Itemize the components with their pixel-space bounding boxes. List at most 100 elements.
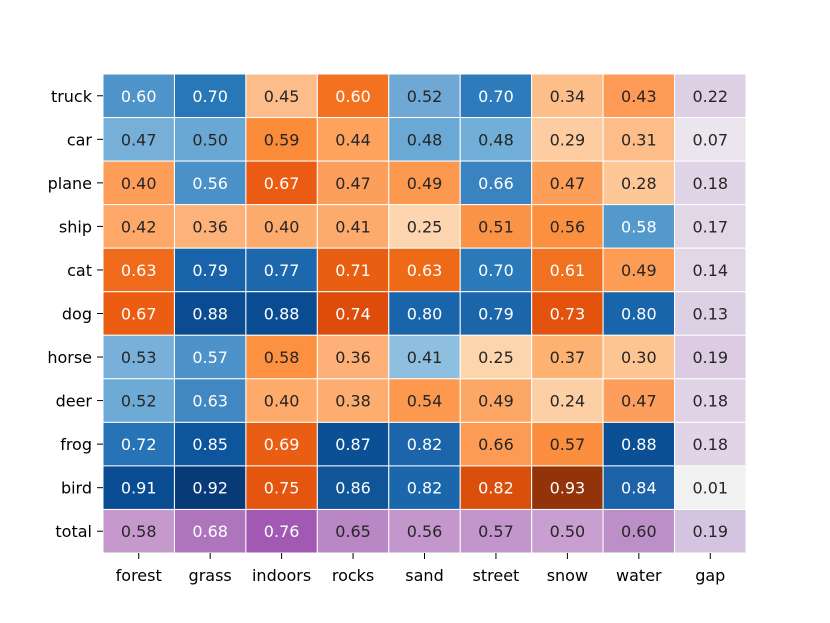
cell-value-label: 0.40 — [264, 217, 300, 236]
cell-value-label: 0.48 — [478, 130, 514, 149]
cell-value-label: 0.51 — [478, 217, 514, 236]
cell-value-label: 0.79 — [478, 305, 514, 324]
cell-value-label: 0.47 — [621, 392, 657, 411]
cell-value-label: 0.54 — [407, 392, 443, 411]
heatmap-cell-frog-sand — [388, 421, 461, 467]
cell-value-label: 0.57 — [550, 435, 586, 454]
heatmap-cell-ship-grass — [173, 204, 247, 249]
cell-value-label: 0.47 — [121, 130, 157, 149]
heatmap-cell-deer-snow — [531, 378, 604, 423]
cell-value-label: 0.82 — [407, 479, 443, 498]
heatmap-cell-bird-rocks — [316, 465, 390, 510]
cell-value-label: 0.48 — [407, 130, 443, 149]
heatmap-cells — [102, 73, 747, 554]
cell-value-label: 0.25 — [407, 217, 443, 236]
cell-value-label: 0.14 — [692, 261, 728, 280]
heatmap-cell-cat-street — [459, 247, 533, 293]
cell-value-label: 0.56 — [550, 217, 586, 236]
y-tick-label: deer — [56, 392, 93, 411]
heatmap-cell-cat-rocks — [316, 247, 390, 293]
heatmap-cell-truck-street — [459, 73, 533, 119]
heatmap-cell-plane-sand — [388, 160, 461, 206]
cell-value-label: 0.80 — [621, 305, 657, 324]
cell-value-label: 0.75 — [264, 479, 300, 498]
heatmap-cell-bird-gap — [674, 465, 747, 510]
x-tick-label: sand — [405, 566, 443, 585]
cell-value-label: 0.57 — [478, 522, 514, 541]
cell-value-label: 0.18 — [692, 392, 728, 411]
cell-value-label: 0.45 — [264, 87, 300, 106]
heatmap-cell-car-sand — [388, 117, 461, 162]
heatmap-cell-deer-sand — [388, 378, 461, 423]
heatmap-cell-cat-indoors — [245, 247, 318, 293]
cell-value-label: 0.01 — [692, 479, 728, 498]
heatmap-cell-dog-grass — [173, 291, 247, 336]
cell-value-label: 0.49 — [407, 174, 443, 193]
x-tick-label: water — [616, 566, 662, 585]
cell-value-label: 0.07 — [692, 130, 728, 149]
cell-value-label: 0.18 — [692, 174, 728, 193]
cell-value-label: 0.60 — [121, 87, 157, 106]
heatmap-cell-ship-forest — [102, 204, 175, 249]
heatmap-cell-plane-indoors — [245, 160, 318, 206]
cell-value-label: 0.17 — [692, 217, 728, 236]
heatmap-cell-frog-indoors — [245, 421, 318, 467]
x-tick-label: rocks — [332, 566, 374, 585]
heatmap-cell-bird-forest — [102, 465, 175, 510]
heatmap-cell-horse-snow — [531, 334, 604, 380]
heatmap-cell-bird-street — [459, 465, 533, 510]
cell-value-label: 0.77 — [264, 261, 300, 280]
heatmap-cell-deer-gap — [674, 378, 747, 423]
cell-value-label: 0.60 — [621, 522, 657, 541]
cell-value-label: 0.86 — [335, 479, 371, 498]
y-tick-label: truck — [51, 87, 93, 106]
cell-value-label: 0.74 — [335, 305, 371, 324]
x-tick-label: street — [473, 566, 520, 585]
heatmap-cell-total-water — [602, 508, 676, 554]
cell-value-label: 0.41 — [335, 217, 371, 236]
cell-value-label: 0.36 — [335, 348, 371, 367]
cell-value-label: 0.59 — [264, 130, 300, 149]
cell-value-label: 0.40 — [121, 174, 157, 193]
cell-value-label: 0.47 — [335, 174, 371, 193]
cell-value-label: 0.70 — [478, 87, 514, 106]
cell-value-label: 0.50 — [192, 130, 228, 149]
heatmap-cell-bird-water — [602, 465, 676, 510]
cell-value-label: 0.66 — [478, 174, 514, 193]
cell-value-label: 0.87 — [335, 435, 371, 454]
cell-value-label: 0.47 — [550, 174, 586, 193]
y-tick-label: total — [55, 522, 92, 541]
cell-value-label: 0.49 — [621, 261, 657, 280]
cell-value-label: 0.22 — [692, 87, 728, 106]
cell-value-label: 0.80 — [407, 305, 443, 324]
heatmap-cell-plane-rocks — [316, 160, 390, 206]
heatmap-cell-horse-grass — [173, 334, 247, 380]
heatmap-cell-truck-water — [602, 73, 676, 119]
y-tick-label: dog — [62, 305, 92, 324]
cell-value-label: 0.65 — [335, 522, 371, 541]
cell-value-label: 0.30 — [621, 348, 657, 367]
cell-value-label: 0.25 — [478, 348, 514, 367]
heatmap-cell-car-snow — [531, 117, 604, 162]
cell-value-label: 0.58 — [264, 348, 300, 367]
cell-value-label: 0.66 — [478, 435, 514, 454]
cell-value-label: 0.58 — [121, 522, 157, 541]
heatmap-cell-truck-forest — [102, 73, 175, 119]
x-tick-label: forest — [116, 566, 162, 585]
cell-value-label: 0.88 — [192, 305, 228, 324]
x-tick-label: gap — [695, 566, 725, 585]
cell-value-label: 0.36 — [192, 217, 228, 236]
cell-value-label: 0.18 — [692, 435, 728, 454]
heatmap-cell-frog-snow — [531, 421, 604, 467]
cell-value-label: 0.41 — [407, 348, 443, 367]
y-tick-label: plane — [48, 174, 92, 193]
heatmap-cell-cat-snow — [531, 247, 604, 293]
heatmap-cell-ship-rocks — [316, 204, 390, 249]
y-tick-label: cat — [67, 261, 92, 280]
heatmap-cell-dog-rocks — [316, 291, 390, 336]
cell-value-label: 0.56 — [192, 174, 228, 193]
heatmap-cell-deer-rocks — [316, 378, 390, 423]
y-tick-label: horse — [47, 348, 92, 367]
cell-value-labels: 0.60 0.70 0.45 0.60 0.52 0.70 0.34 0.43 0.22 0.47… — [121, 87, 728, 541]
heatmap-cell-plane-grass — [173, 160, 247, 206]
